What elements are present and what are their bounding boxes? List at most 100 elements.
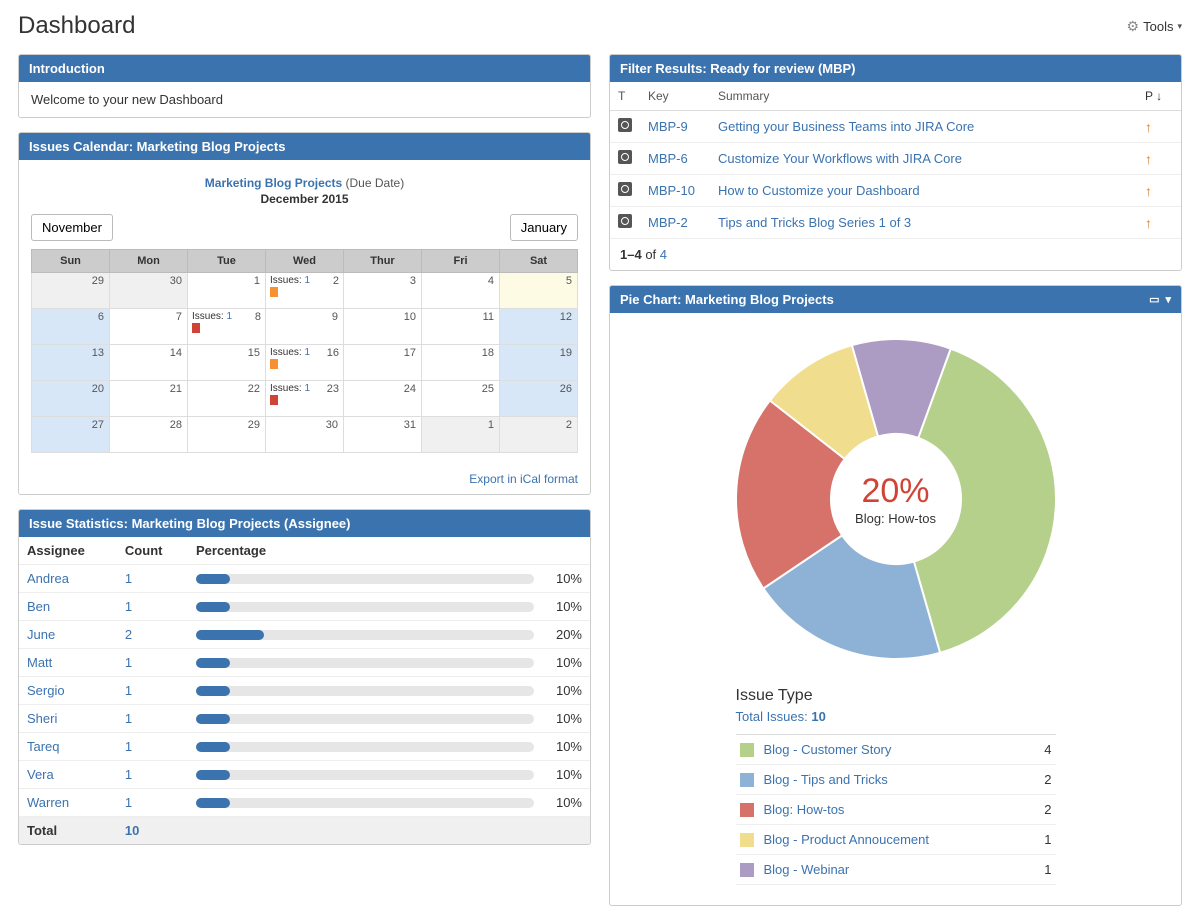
calendar-cell[interactable]: 17 <box>344 345 422 381</box>
calendar-next-button[interactable]: January <box>510 214 578 241</box>
calendar-export-link[interactable]: Export in iCal format <box>469 472 578 486</box>
filter-row[interactable]: MBP-9 Getting your Business Teams into JI… <box>610 111 1181 143</box>
calendar-day-number: 16 <box>327 347 339 359</box>
pager-total-link[interactable]: 4 <box>660 247 667 262</box>
stats-count-link[interactable]: 1 <box>125 739 132 754</box>
stats-assignee-link[interactable]: Sergio <box>27 683 65 698</box>
calendar-prev-button[interactable]: November <box>31 214 113 241</box>
calendar-cell[interactable]: 2Issues: 1 <box>266 273 344 309</box>
calendar-cell[interactable]: 9 <box>266 309 344 345</box>
filter-row[interactable]: MBP-2Tips and Tricks Blog Series 1 of 3↑ <box>610 207 1181 239</box>
stats-bar <box>196 714 534 724</box>
calendar-issue-label[interactable]: Issues: 1 <box>192 311 247 322</box>
pie-legend-row[interactable]: Blog - Tips and Tricks2 <box>736 765 1056 795</box>
calendar-cell[interactable]: 26 <box>500 381 578 417</box>
stats-assignee-link[interactable]: Tareq <box>27 739 60 754</box>
stats-bar <box>196 574 534 584</box>
stats-assignee-link[interactable]: Sheri <box>27 711 57 726</box>
calendar-cell[interactable]: 18 <box>422 345 500 381</box>
calendar-day-number: 31 <box>404 419 416 431</box>
tools-button[interactable]: ⚙ Tools ▾ <box>1127 18 1182 35</box>
filter-row[interactable]: MBP-10How to Customize your Dashboard↑ <box>610 175 1181 207</box>
stats-count-link[interactable]: 1 <box>125 711 132 726</box>
stats-count-link[interactable]: 1 <box>125 795 132 810</box>
stats-total-count[interactable]: 10 <box>125 823 139 838</box>
calendar-cell[interactable]: 21 <box>110 381 188 417</box>
calendar-cell[interactable]: 22 <box>188 381 266 417</box>
calendar-cell[interactable]: 29 <box>188 417 266 453</box>
issue-summary-link[interactable]: Customize Your Workflows with JIRA Core <box>718 151 962 166</box>
calendar-cell[interactable]: 15 <box>188 345 266 381</box>
issue-key-link[interactable]: MBP-9 <box>648 119 688 134</box>
issue-summary-link[interactable]: Getting your Business Teams into JIRA Co… <box>718 119 974 134</box>
issue-key-link[interactable]: MBP-10 <box>648 183 695 198</box>
calendar-issue-chip <box>192 323 200 333</box>
filter-col-key[interactable]: Key <box>640 82 710 111</box>
introduction-body: Welcome to your new Dashboard <box>19 82 590 117</box>
calendar-cell[interactable]: 4 <box>422 273 500 309</box>
calendar-cell[interactable]: 24 <box>344 381 422 417</box>
calendar-cell[interactable]: 29 <box>32 273 110 309</box>
calendar-cell[interactable]: 11 <box>422 309 500 345</box>
calendar-cell[interactable]: 12 <box>500 309 578 345</box>
filter-col-summary[interactable]: Summary <box>710 82 1137 111</box>
calendar-cell[interactable]: 28 <box>110 417 188 453</box>
calendar-cell[interactable]: 19 <box>500 345 578 381</box>
calendar-issue-label[interactable]: Issues: 1 <box>270 347 325 358</box>
stats-assignee-link[interactable]: Vera <box>27 767 54 782</box>
stats-assignee-link[interactable]: Warren <box>27 795 69 810</box>
calendar-cell[interactable]: 27 <box>32 417 110 453</box>
stats-assignee-link[interactable]: June <box>27 627 55 642</box>
stats-count-link[interactable]: 1 <box>125 767 132 782</box>
pie-chart: 20% Blog: How-tos <box>726 329 1066 669</box>
issue-summary-link[interactable]: Tips and Tricks Blog Series 1 of 3 <box>718 215 911 230</box>
calendar-day-header: Mon <box>110 250 188 273</box>
stats-count-link[interactable]: 1 <box>125 571 132 586</box>
calendar-cell[interactable]: 6 <box>32 309 110 345</box>
calendar-day-number: 1 <box>254 275 260 287</box>
calendar-cell[interactable]: 31 <box>344 417 422 453</box>
pie-legend-row[interactable]: Blog - Product Annoucement1 <box>736 825 1056 855</box>
pie-legend-row[interactable]: Blog - Customer Story4 <box>736 735 1056 765</box>
stats-count-link[interactable]: 1 <box>125 599 132 614</box>
stats-assignee-link[interactable]: Andrea <box>27 571 69 586</box>
issue-key-link[interactable]: MBP-6 <box>648 151 688 166</box>
filter-col-priority[interactable]: P ↓ <box>1137 82 1181 111</box>
calendar-cell[interactable]: 14 <box>110 345 188 381</box>
pie-legend-row[interactable]: Blog: How-tos2 <box>736 795 1056 825</box>
calendar-cell[interactable]: 20 <box>32 381 110 417</box>
stats-assignee-link[interactable]: Matt <box>27 655 52 670</box>
calendar-cell[interactable]: 23Issues: 1 <box>266 381 344 417</box>
calendar-day-number: 20 <box>92 383 104 395</box>
calendar-cell[interactable]: 16Issues: 1 <box>266 345 344 381</box>
stats-count-link[interactable]: 1 <box>125 655 132 670</box>
stats-assignee-link[interactable]: Ben <box>27 599 50 614</box>
calendar-month: December 2015 <box>31 192 578 206</box>
issue-summary-link[interactable]: How to Customize your Dashboard <box>718 183 920 198</box>
maximize-icon[interactable]: ▭ <box>1149 293 1159 306</box>
calendar-cell[interactable]: 1 <box>188 273 266 309</box>
calendar-issue-label[interactable]: Issues: 1 <box>270 275 325 286</box>
calendar-header-text: Issues Calendar: Marketing Blog Projects <box>29 139 285 154</box>
calendar-cell[interactable]: 30 <box>266 417 344 453</box>
minimize-icon[interactable]: ▾ <box>1165 293 1171 306</box>
stats-count-link[interactable]: 1 <box>125 683 132 698</box>
calendar-cell[interactable]: 3 <box>344 273 422 309</box>
filter-row[interactable]: MBP-6 Customize Your Workflows with JIRA … <box>610 143 1181 175</box>
calendar-cell[interactable]: 30 <box>110 273 188 309</box>
stats-count-link[interactable]: 2 <box>125 627 132 642</box>
pie-legend-row[interactable]: Blog - Webinar1 <box>736 855 1056 885</box>
calendar-project-link[interactable]: Marketing Blog Projects <box>205 176 342 190</box>
issue-key-link[interactable]: MBP-2 <box>648 215 688 230</box>
calendar-cell[interactable]: 8Issues: 1 <box>188 309 266 345</box>
calendar-cell[interactable]: 10 <box>344 309 422 345</box>
calendar-cell[interactable]: 2 <box>500 417 578 453</box>
calendar-cell[interactable]: 1 <box>422 417 500 453</box>
calendar-cell[interactable]: 7 <box>110 309 188 345</box>
pie-total-issues-link[interactable]: Total Issues: 10 <box>736 709 826 724</box>
calendar-cell[interactable]: 25 <box>422 381 500 417</box>
filter-col-type[interactable]: T <box>610 82 640 111</box>
calendar-issue-label[interactable]: Issues: 1 <box>270 383 325 394</box>
calendar-cell[interactable]: 5 <box>500 273 578 309</box>
calendar-cell[interactable]: 13 <box>32 345 110 381</box>
